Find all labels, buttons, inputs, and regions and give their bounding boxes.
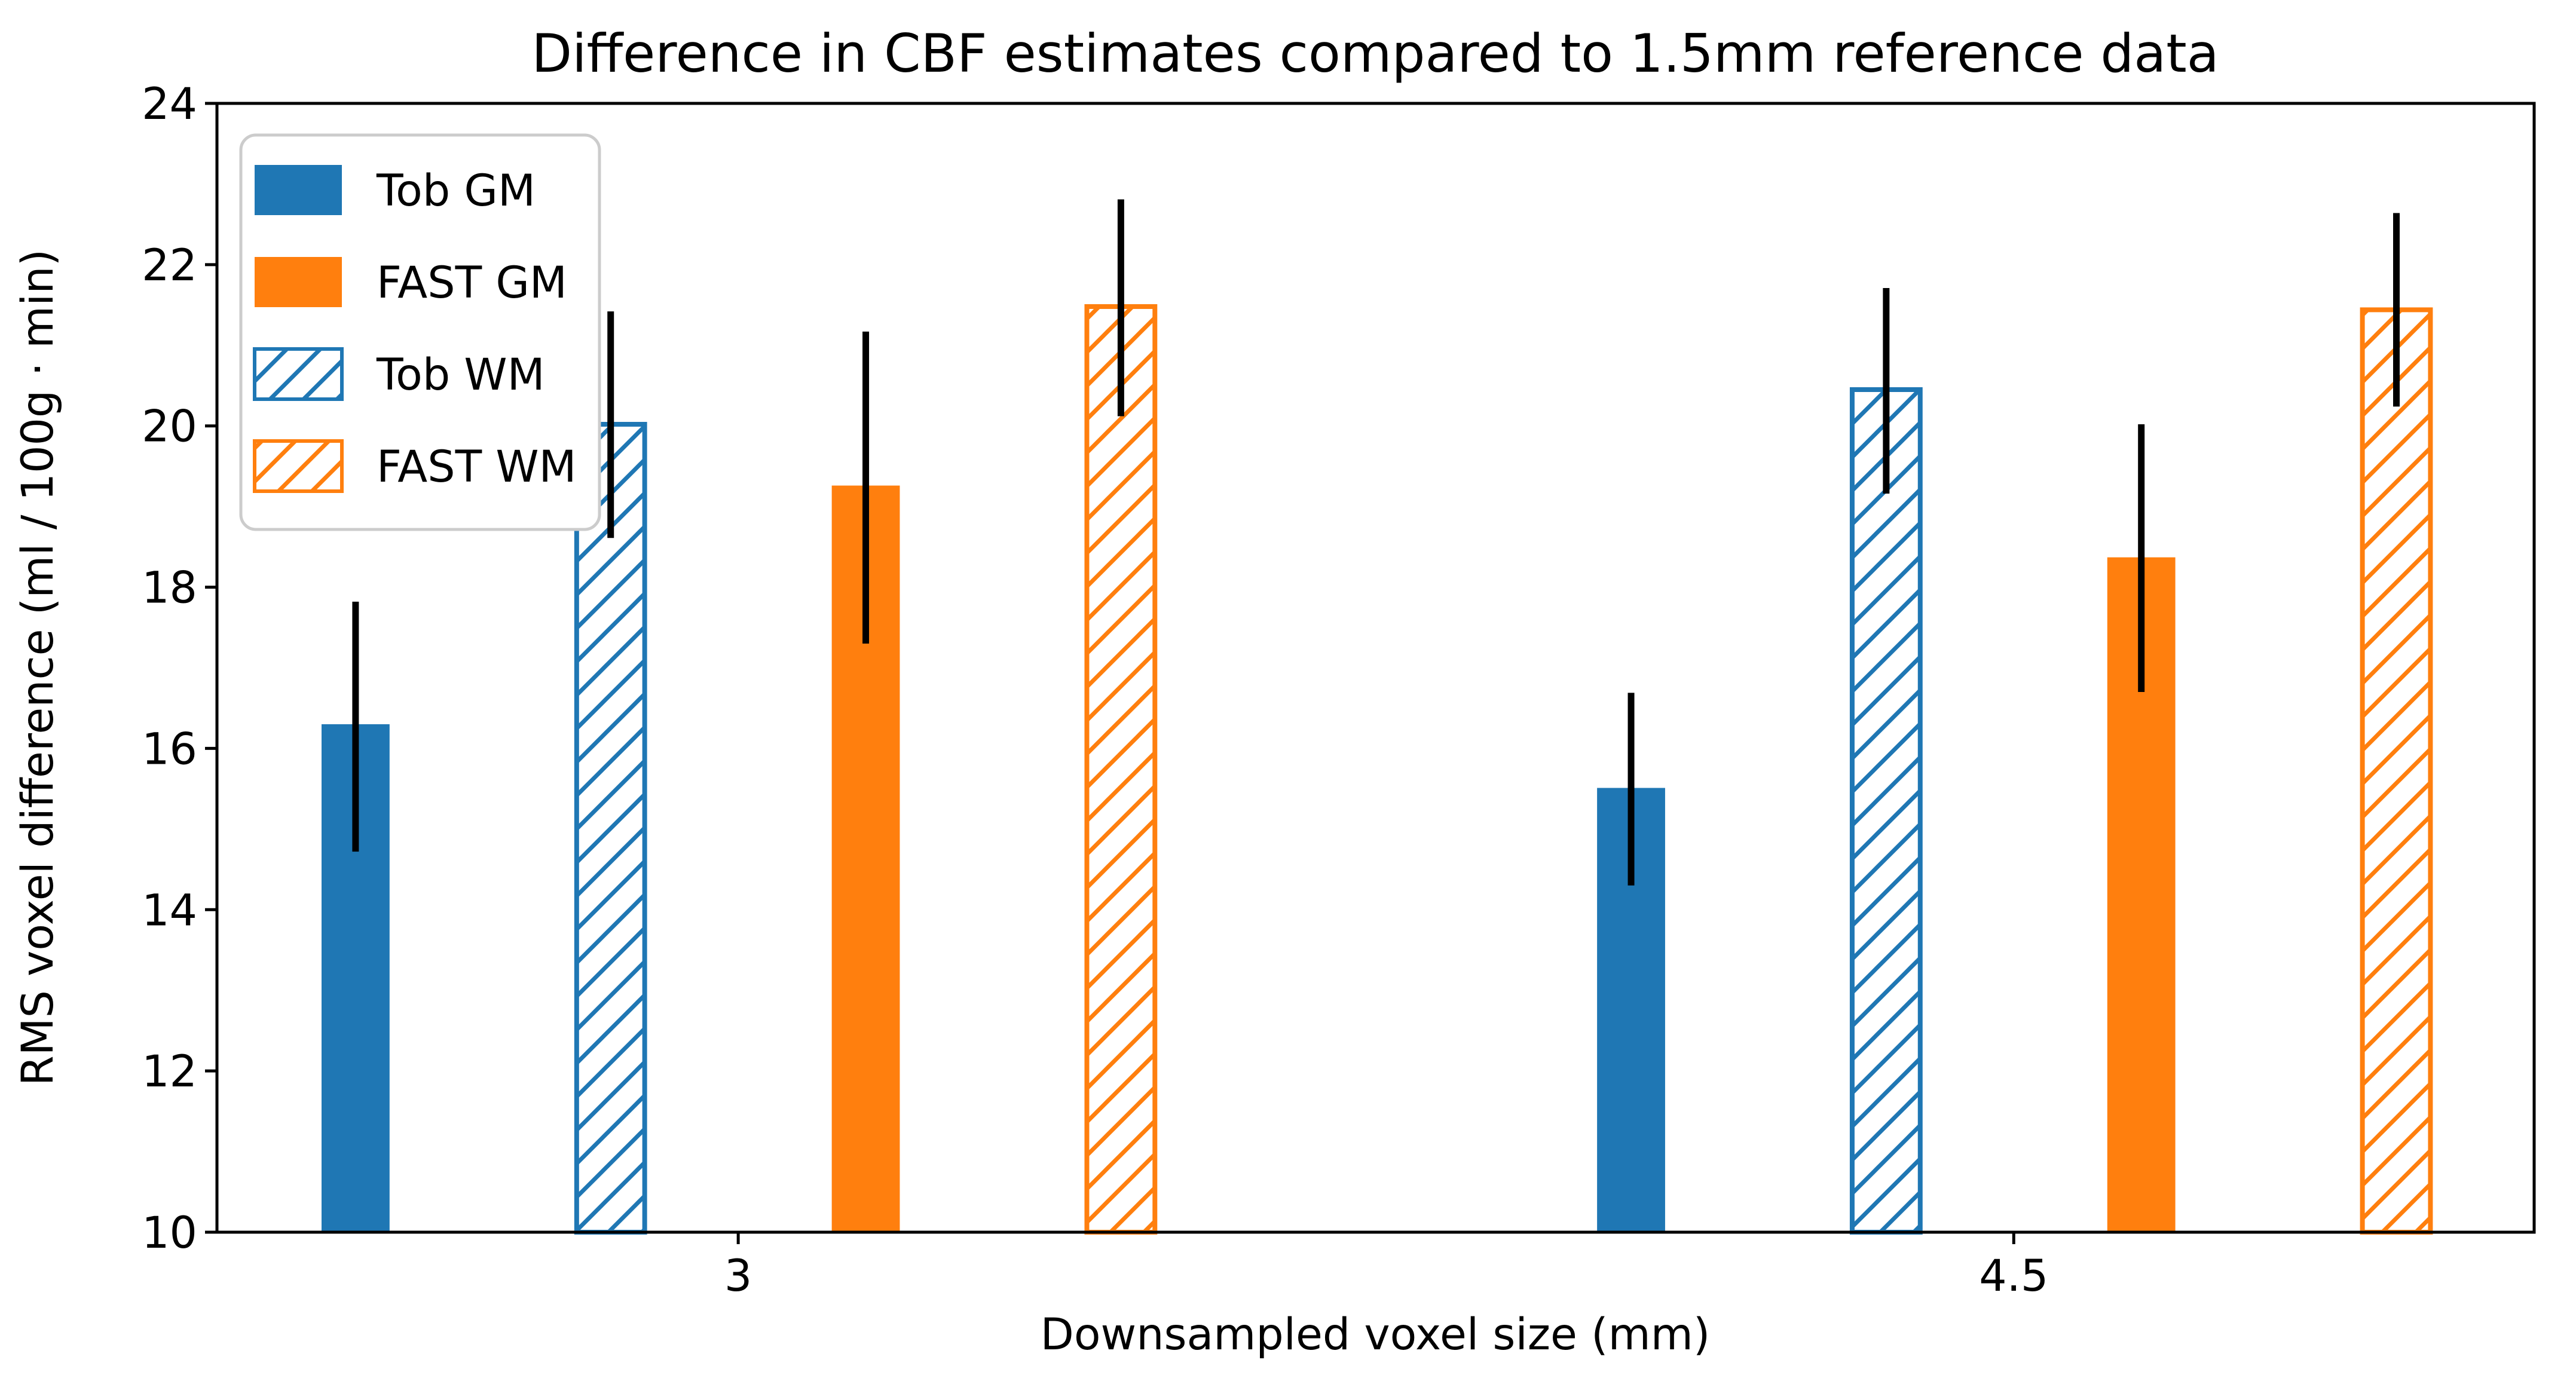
- legend-swatch-fast-wm: [253, 439, 344, 493]
- y-tick-label: 14: [142, 885, 197, 936]
- y-tick-label: 18: [142, 563, 197, 614]
- y-tick-label: 12: [142, 1046, 197, 1097]
- legend-label-tob-wm: Tob WM: [376, 350, 545, 400]
- chart-title: Difference in CBF estimates compared to …: [531, 23, 2219, 84]
- legend-swatch-tob-gm: [255, 165, 342, 215]
- y-axis-label: RMS voxel difference (ml / 100g · min): [13, 249, 63, 1086]
- legend-swatch-tob-wm: [253, 347, 344, 401]
- x-tick-label: 3: [724, 1251, 752, 1302]
- plot-border: [215, 102, 2536, 1234]
- legend-swatch-fast-gm: [255, 257, 342, 307]
- bar-fast-wm-4.5: [2360, 307, 2433, 1235]
- legend-label-tob-gm: Tob GM: [376, 166, 536, 216]
- y-tick-label: 24: [142, 79, 197, 130]
- legend-label-fast-gm: FAST GM: [377, 258, 567, 308]
- x-axis-ticks: 3 4.5: [724, 1232, 2048, 1302]
- legend-label-fast-wm: FAST WM: [377, 442, 577, 492]
- bar-tob-wm-4.5: [1849, 387, 1923, 1235]
- y-tick-label: 16: [142, 724, 197, 774]
- legend: Tob GM FAST GM Tob WM FAST WM: [239, 133, 601, 531]
- bar-tob-wm-3: [574, 422, 647, 1235]
- y-tick-label: 10: [142, 1208, 197, 1258]
- y-tick-label: 20: [142, 402, 197, 452]
- x-axis-label: Downsampled voxel size (mm): [1041, 1309, 1711, 1360]
- bars-group: [321, 304, 2433, 1235]
- y-axis-ticks: 10 12 14 16 18 20 22 24: [142, 79, 217, 1258]
- y-tick-label: 22: [142, 240, 197, 291]
- x-tick-label: 4.5: [1979, 1251, 2048, 1302]
- bar-fast-wm-3: [1084, 304, 1158, 1235]
- error-bars-group: [352, 199, 2400, 886]
- legend-box: [239, 133, 601, 531]
